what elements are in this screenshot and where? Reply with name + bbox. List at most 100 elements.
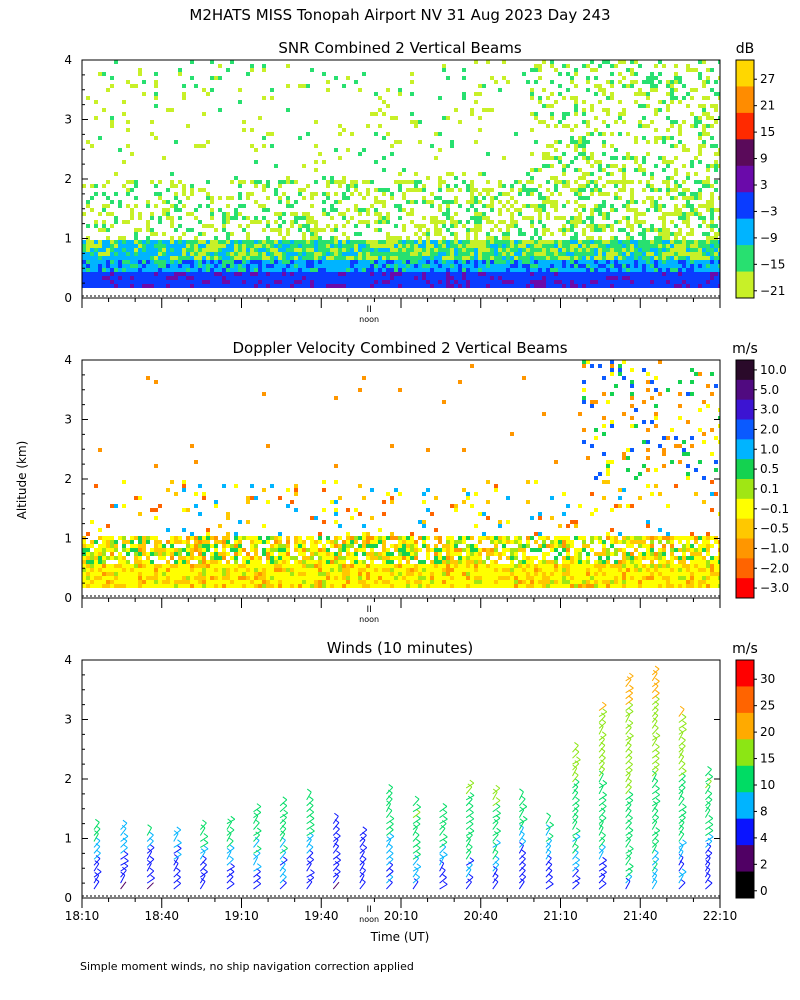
snr-cell xyxy=(450,216,454,220)
snr-cell xyxy=(338,272,342,276)
snr-cell xyxy=(350,180,354,184)
snr-cell xyxy=(706,280,710,284)
doppler-cell xyxy=(486,564,490,568)
doppler-cell xyxy=(426,556,430,560)
snr-cell xyxy=(478,264,482,268)
snr-cell xyxy=(262,256,266,260)
snr-cell xyxy=(582,232,586,236)
snr-cell xyxy=(322,192,326,196)
snr-cell xyxy=(134,284,138,288)
snr-cell xyxy=(362,252,366,256)
snr-cell xyxy=(594,264,598,268)
snr-cell xyxy=(314,224,318,228)
doppler-cell xyxy=(226,512,230,516)
snr-cell xyxy=(146,252,150,256)
doppler-cell xyxy=(206,548,210,552)
snr-cell xyxy=(510,276,514,280)
snr-cell xyxy=(354,180,358,184)
snr-cell xyxy=(538,100,542,104)
snr-cell xyxy=(510,212,514,216)
snr-cell xyxy=(298,216,302,220)
snr-cell xyxy=(126,260,130,264)
doppler-cell xyxy=(274,560,278,564)
doppler-cell xyxy=(286,552,290,556)
doppler-cell xyxy=(210,556,214,560)
doppler-cell xyxy=(310,564,314,568)
snr-cell xyxy=(446,264,450,268)
snr-cell xyxy=(678,280,682,284)
snr-cell xyxy=(290,248,294,252)
snr-cell xyxy=(626,132,630,136)
snr-cell xyxy=(678,216,682,220)
snr-cell xyxy=(634,212,638,216)
snr-cell xyxy=(262,204,266,208)
snr-cell xyxy=(266,236,270,240)
snr-cell xyxy=(158,216,162,220)
doppler-cell xyxy=(426,448,430,452)
doppler-cell xyxy=(326,536,330,540)
snr-cell xyxy=(714,120,718,124)
snr-cell xyxy=(458,220,462,224)
doppler-cell xyxy=(502,568,506,572)
snr-cell xyxy=(714,272,718,276)
doppler-cell xyxy=(150,580,154,584)
snr-cell xyxy=(706,232,710,236)
doppler-cell xyxy=(194,492,198,496)
snr-cell xyxy=(442,248,446,252)
snr-cell xyxy=(538,272,542,276)
snr-cell xyxy=(306,280,310,284)
snr-cell xyxy=(718,116,720,120)
snr-cell xyxy=(234,252,238,256)
snr-cell xyxy=(562,252,566,256)
snr-cell xyxy=(366,192,370,196)
doppler-cell xyxy=(306,572,310,576)
doppler-cell xyxy=(214,556,218,560)
snr-cell xyxy=(242,280,246,284)
snr-cell xyxy=(394,272,398,276)
doppler-cell xyxy=(386,580,390,584)
doppler-cell xyxy=(250,584,254,588)
snr-cell xyxy=(330,284,334,288)
snr-cell xyxy=(706,224,710,228)
snr-cell xyxy=(162,212,166,216)
snr-cell xyxy=(682,120,686,124)
snr-cell xyxy=(322,176,326,180)
snr-cell xyxy=(686,92,690,96)
doppler-cell xyxy=(330,564,334,568)
doppler-cell xyxy=(494,564,498,568)
doppler-cell xyxy=(166,572,170,576)
snr-cell xyxy=(174,208,178,212)
snr-cell xyxy=(670,96,674,100)
snr-cell xyxy=(706,76,710,80)
snr-cell xyxy=(314,276,318,280)
doppler-cell xyxy=(150,548,154,552)
snr-cell xyxy=(466,228,470,232)
snr-cell xyxy=(590,252,594,256)
doppler-cell xyxy=(178,556,182,560)
snr-cell xyxy=(530,244,534,248)
snr-cell xyxy=(218,268,222,272)
snr-cell xyxy=(234,264,238,268)
snr-cell xyxy=(126,120,130,124)
snr-cell xyxy=(366,240,370,244)
snr-cell xyxy=(534,276,538,280)
snr-cell xyxy=(562,276,566,280)
snr-cell xyxy=(622,120,626,124)
doppler-cell xyxy=(162,552,166,556)
snr-cell xyxy=(686,68,690,72)
snr-cell xyxy=(606,256,610,260)
snr-cell xyxy=(706,112,710,116)
doppler-cell xyxy=(150,560,154,564)
snr-cell xyxy=(598,192,602,196)
snr-cell xyxy=(386,220,390,224)
snr-cell xyxy=(686,276,690,280)
snr-cell xyxy=(566,64,570,68)
snr-cell xyxy=(638,164,642,168)
snr-cell xyxy=(198,248,202,252)
doppler-cell xyxy=(370,536,374,540)
doppler-cell xyxy=(470,548,474,552)
snr-cell xyxy=(534,188,538,192)
snr-cell xyxy=(150,228,154,232)
snr-cell xyxy=(618,256,622,260)
snr-cell xyxy=(458,204,462,208)
